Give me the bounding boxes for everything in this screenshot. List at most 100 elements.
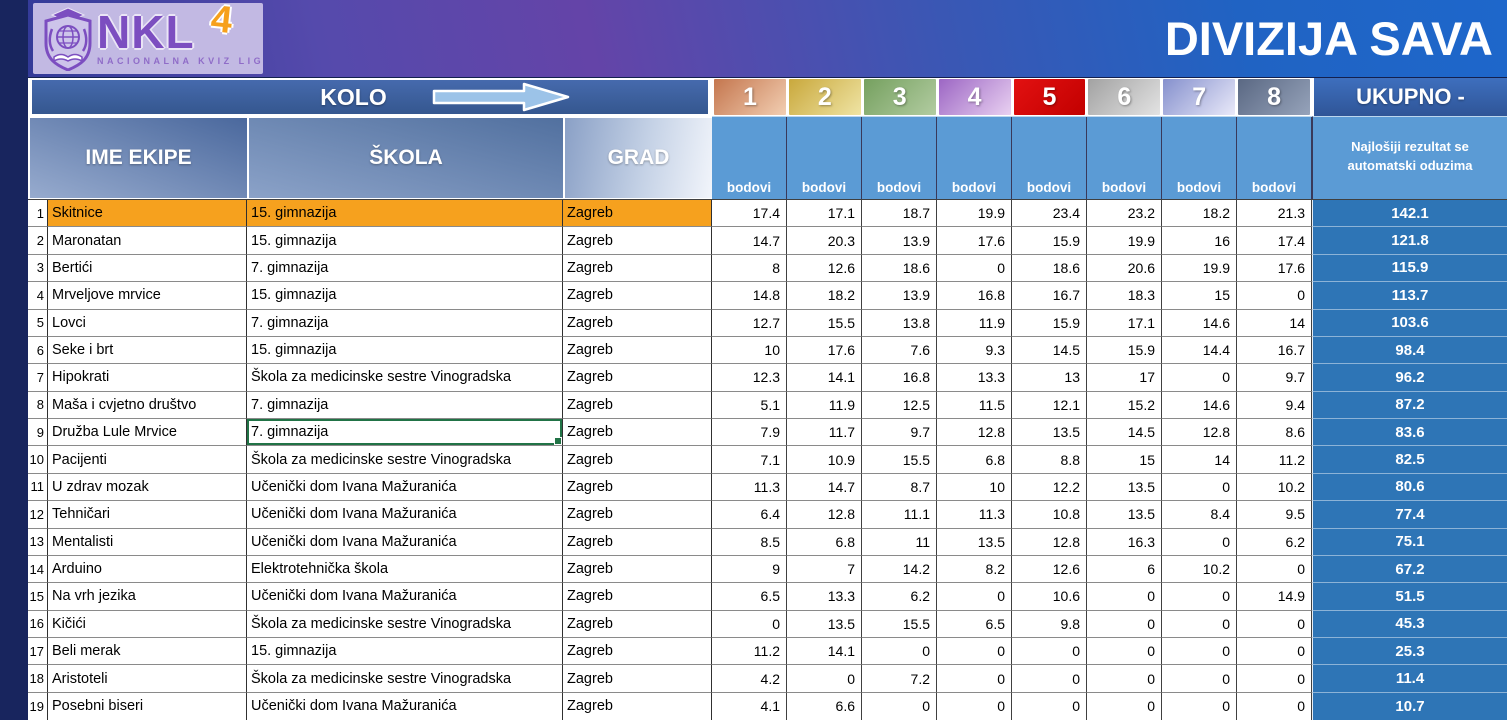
school-cell[interactable]: Učenički dom Ivana Mažuranića bbox=[247, 528, 563, 556]
score-cell[interactable]: 14.2 bbox=[862, 555, 937, 584]
row-number-cell[interactable]: 6 bbox=[28, 336, 48, 365]
city-cell[interactable]: Zagreb bbox=[563, 638, 712, 666]
city-cell[interactable]: Zagreb bbox=[563, 254, 712, 283]
row-number-cell[interactable]: 10 bbox=[28, 446, 48, 474]
score-cell[interactable]: 9.3 bbox=[937, 336, 1012, 365]
bodovi-label[interactable]: bodovi bbox=[787, 117, 862, 199]
school-cell[interactable]: Učenički dom Ivana Mažuranića bbox=[247, 473, 563, 502]
score-cell[interactable]: 18.2 bbox=[787, 282, 862, 310]
round-header-8[interactable]: 8 bbox=[1238, 79, 1310, 115]
team-name-cell[interactable]: Arduino bbox=[48, 555, 247, 584]
score-cell[interactable]: 17.6 bbox=[787, 336, 862, 365]
score-cell[interactable]: 10 bbox=[712, 336, 787, 365]
score-cell[interactable]: 18.2 bbox=[1162, 200, 1237, 228]
score-cell[interactable]: 0 bbox=[1087, 692, 1162, 720]
row-number-cell[interactable]: 18 bbox=[28, 665, 48, 693]
column-header-ime-ekipe[interactable]: IME EKIPE bbox=[30, 118, 247, 198]
score-cell[interactable]: 11.2 bbox=[1237, 446, 1312, 474]
score-cell[interactable]: 14 bbox=[1162, 446, 1237, 474]
bodovi-label[interactable]: bodovi bbox=[862, 117, 937, 199]
score-cell[interactable]: 4.2 bbox=[712, 665, 787, 693]
score-cell[interactable]: 11.9 bbox=[787, 391, 862, 419]
total-cell[interactable]: 51.5 bbox=[1312, 583, 1507, 611]
score-cell[interactable]: 11.9 bbox=[937, 309, 1012, 337]
score-cell[interactable]: 10.2 bbox=[1162, 555, 1237, 584]
team-name-cell[interactable]: Maša i cvjetno društvo bbox=[48, 391, 247, 419]
score-cell[interactable]: 11.2 bbox=[712, 638, 787, 666]
school-cell[interactable]: 15. gimnazija bbox=[247, 638, 563, 666]
school-cell[interactable]: 7. gimnazija bbox=[247, 254, 563, 283]
school-cell[interactable]: Škola za medicinske sestre Vinogradska bbox=[247, 610, 563, 638]
row-number-cell[interactable]: 3 bbox=[28, 254, 48, 283]
score-cell[interactable]: 13.9 bbox=[862, 227, 937, 255]
score-cell[interactable]: 13.5 bbox=[1012, 419, 1087, 447]
score-cell[interactable]: 0 bbox=[937, 583, 1012, 611]
score-cell[interactable]: 17.1 bbox=[787, 200, 862, 228]
score-cell[interactable]: 0 bbox=[1087, 583, 1162, 611]
score-cell[interactable]: 11.3 bbox=[937, 501, 1012, 529]
score-cell[interactable]: 20.3 bbox=[787, 227, 862, 255]
score-cell[interactable]: 18.3 bbox=[1087, 282, 1162, 310]
score-cell[interactable]: 14.1 bbox=[787, 364, 862, 392]
score-cell[interactable]: 13.3 bbox=[937, 364, 1012, 392]
total-cell[interactable]: 83.6 bbox=[1312, 419, 1507, 447]
score-cell[interactable]: 23.2 bbox=[1087, 200, 1162, 228]
row-number-cell[interactable]: 2 bbox=[28, 227, 48, 255]
score-cell[interactable]: 9.7 bbox=[862, 419, 937, 447]
column-header-skola[interactable]: ŠKOLA bbox=[249, 118, 563, 198]
score-cell[interactable]: 7 bbox=[787, 555, 862, 584]
round-header-2[interactable]: 2 bbox=[788, 79, 861, 115]
score-cell[interactable]: 15.9 bbox=[1087, 336, 1162, 365]
score-cell[interactable]: 13.9 bbox=[862, 282, 937, 310]
city-cell[interactable]: Zagreb bbox=[563, 446, 712, 474]
bodovi-label[interactable]: bodovi bbox=[937, 117, 1012, 199]
score-cell[interactable]: 12.3 bbox=[712, 364, 787, 392]
row-number-cell[interactable]: 7 bbox=[28, 364, 48, 392]
score-cell[interactable]: 15.9 bbox=[1012, 309, 1087, 337]
score-cell[interactable]: 13.5 bbox=[1087, 501, 1162, 529]
score-cell[interactable]: 7.9 bbox=[712, 419, 787, 447]
city-cell[interactable]: Zagreb bbox=[563, 336, 712, 365]
score-cell[interactable]: 14.7 bbox=[787, 473, 862, 502]
score-cell[interactable]: 6.5 bbox=[937, 610, 1012, 638]
team-name-cell[interactable]: Kičići bbox=[48, 610, 247, 638]
score-cell[interactable]: 12.5 bbox=[862, 391, 937, 419]
city-cell[interactable]: Zagreb bbox=[563, 227, 712, 255]
score-cell[interactable]: 8.2 bbox=[937, 555, 1012, 584]
school-cell[interactable]: Škola za medicinske sestre Vinogradska bbox=[247, 364, 563, 392]
score-cell[interactable]: 12.8 bbox=[787, 501, 862, 529]
score-cell[interactable]: 13 bbox=[1012, 364, 1087, 392]
score-cell[interactable]: 14.7 bbox=[712, 227, 787, 255]
round-header-3[interactable]: 3 bbox=[863, 79, 936, 115]
score-cell[interactable]: 9.4 bbox=[1237, 391, 1312, 419]
score-cell[interactable]: 9.5 bbox=[1237, 501, 1312, 529]
row-number-cell[interactable]: 17 bbox=[28, 638, 48, 666]
team-name-cell[interactable]: Na vrh jezika bbox=[48, 583, 247, 611]
score-cell[interactable]: 14.8 bbox=[712, 282, 787, 310]
row-number-cell[interactable]: 11 bbox=[28, 473, 48, 502]
score-cell[interactable]: 17.1 bbox=[1087, 309, 1162, 337]
score-cell[interactable]: 14 bbox=[1237, 309, 1312, 337]
score-cell[interactable]: 15.9 bbox=[1012, 227, 1087, 255]
score-cell[interactable]: 8.6 bbox=[1237, 419, 1312, 447]
score-cell[interactable]: 11.5 bbox=[937, 391, 1012, 419]
score-cell[interactable]: 0 bbox=[1087, 638, 1162, 666]
score-cell[interactable]: 0 bbox=[1012, 638, 1087, 666]
row-number-cell[interactable]: 5 bbox=[28, 309, 48, 337]
score-cell[interactable]: 13.5 bbox=[787, 610, 862, 638]
kolo-header-cell[interactable]: KOLO bbox=[30, 78, 710, 116]
score-cell[interactable]: 10.8 bbox=[1012, 501, 1087, 529]
row-number-cell[interactable]: 1 bbox=[28, 200, 48, 228]
score-cell[interactable]: 9.7 bbox=[1237, 364, 1312, 392]
team-name-cell[interactable]: Maronatan bbox=[48, 227, 247, 255]
score-cell[interactable]: 6.8 bbox=[787, 528, 862, 556]
score-cell[interactable]: 0 bbox=[1237, 638, 1312, 666]
score-cell[interactable]: 16 bbox=[1162, 227, 1237, 255]
round-header-1[interactable]: 1 bbox=[714, 79, 786, 115]
score-cell[interactable]: 8.8 bbox=[1012, 446, 1087, 474]
team-name-cell[interactable]: U zdrav mozak bbox=[48, 473, 247, 502]
total-cell[interactable]: 11.4 bbox=[1312, 665, 1507, 693]
round-header-5[interactable]: 5 bbox=[1013, 79, 1086, 115]
bodovi-label[interactable]: bodovi bbox=[1237, 117, 1312, 199]
team-name-cell[interactable]: Posebni biseri bbox=[48, 692, 247, 720]
